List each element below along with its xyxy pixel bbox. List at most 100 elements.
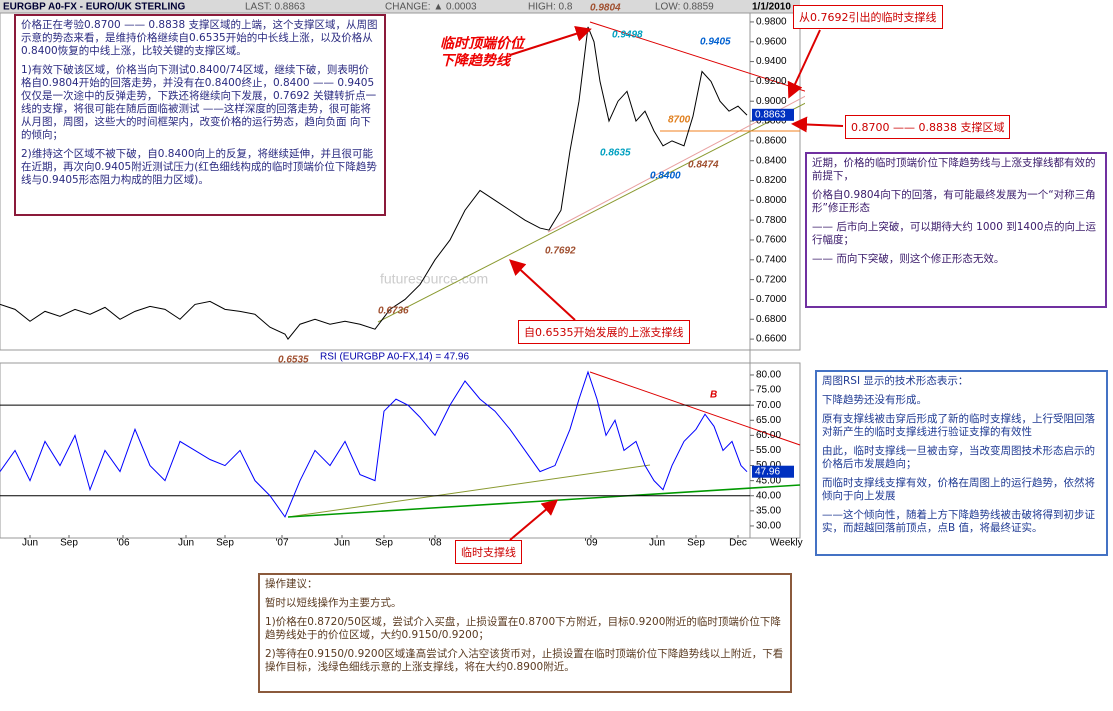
- y-tick-label: 0.9800: [756, 17, 787, 28]
- rsi-title: RSI (EURGBP A0-FX,14) = 47.96: [320, 352, 469, 363]
- callout: 临时支撑线: [455, 540, 522, 564]
- callout: 0.8700 —— 0.8838 支撑区域: [845, 115, 1011, 139]
- y-tick-label: 0.7400: [756, 254, 787, 265]
- trend-line: [287, 464, 651, 518]
- y-tick-label: 70.00: [756, 400, 781, 411]
- y-tick-label: 0.6800: [756, 314, 787, 325]
- data-line: [0, 26, 748, 340]
- note-paragraph: 价格正在考验0.8700 —— 0.8838 支撑区域的上端，这个支撑区域，从周…: [21, 19, 378, 57]
- last-value-tag: [752, 108, 794, 121]
- point-label: 0.6736: [378, 306, 409, 317]
- y-tick-label: 75.00: [756, 385, 781, 396]
- y-tick-label: 0.9000: [756, 96, 787, 107]
- rsi-note: 周图RSI 显示的技术形态表示： 下降趋势还没有形成。原有支撑线被击穿后形成了新的…: [815, 370, 1108, 556]
- y-tick-label: 0.9400: [756, 56, 787, 67]
- x-tick-label: '07: [275, 538, 288, 549]
- note-paragraph: 2)维持这个区域不被下破，自0.8400向上的反复，将继续延伸，并且很可能在近期…: [21, 148, 377, 186]
- x-tick-label: '08: [428, 538, 441, 549]
- x-tick-label: Sep: [216, 538, 234, 549]
- note-paragraph: 而临时支撑线支撑有效，价格在周图上的运行趋势，依然将倾向于向上发展: [822, 477, 1095, 502]
- last: LAST: 0.8863: [245, 2, 305, 13]
- point-label: 0.9498: [612, 30, 643, 41]
- triangle-note: 近期，价格的临时顶端价位下降趋势线与上涨支撑线都有效的前提下， 价格自0.9804…: [805, 152, 1107, 308]
- callout: 自0.6535开始发展的上涨支撑线: [518, 320, 690, 344]
- y-tick-label: 50.00: [756, 460, 781, 471]
- point-label: 0.9405: [700, 37, 731, 48]
- note-paragraph: —— 而向下突破，则这个修正形态无效。: [812, 253, 1005, 265]
- point-label: 0.8400: [650, 171, 681, 182]
- symbol: EURGBP A0-FX - EURO/UK STERLING: [3, 2, 185, 13]
- y-tick-label: 0.8200: [756, 175, 787, 186]
- y-tick-label: 80.00: [756, 370, 781, 381]
- y-tick-label: 0.8800: [756, 116, 787, 127]
- last-value-tag: [752, 465, 794, 478]
- y-tick-label: 0.7800: [756, 215, 787, 226]
- advice-note: 操作建议： 暂时以短线操作为主要方式。 1)价格在0.8720/50区域，尝试介入买…: [258, 573, 792, 693]
- analysis-note: 价格正在考验0.8700 —— 0.8838 支撑区域的上端，这个支撑区域，从周…: [14, 14, 386, 216]
- callout-title: 临时顶端价位 下降趋势线: [440, 36, 524, 69]
- note-paragraph: 原有支撑线被击穿后形成了新的临时支撑线，上行受阻回落对新产生的临时支撑线进行验证…: [822, 413, 1095, 438]
- trend-line: [589, 21, 805, 92]
- rsi-panel: [0, 362, 801, 539]
- point-label: 0.8635: [600, 148, 631, 159]
- high: HIGH: 0.8: [528, 2, 573, 13]
- note-paragraph: —— 后市向上突破，可以期待大约 1000 到1400点的向上运行幅度；: [812, 221, 1096, 246]
- x-tick-label: Sep: [687, 538, 705, 549]
- note-paragraph: 周图RSI 显示的技术形态表示：: [822, 375, 969, 387]
- x-tick-label: '06: [116, 538, 129, 549]
- y-tick-label: 0.7600: [756, 235, 787, 246]
- x-tick-label: Jun: [649, 538, 665, 549]
- callout: 从0.7692引出的临时支撑线: [793, 5, 943, 29]
- y-tick-label: 40.00: [756, 490, 781, 501]
- date: 1/1/2010: [752, 2, 791, 13]
- point-label: B: [710, 390, 717, 401]
- last-value-label: 47.96: [755, 466, 780, 477]
- note-paragraph: ——这个倾向性，随着上方下降趋势线被击破将得到初步证实，而超越回落前顶点，点B …: [822, 509, 1095, 534]
- header-bar: [0, 0, 800, 13]
- x-tick-label: Sep: [375, 538, 393, 549]
- y-tick-label: 60.00: [756, 430, 781, 441]
- note-paragraph: 下降趋势还没有形成。: [822, 394, 927, 406]
- note-paragraph: 1)有效下破该区域，价格当向下测试0.8400/74区域，继续下破，则表明价格自…: [21, 64, 377, 141]
- period: Weekly: [770, 538, 803, 549]
- last-value-label: 0.8863: [755, 109, 786, 120]
- point-label: 0.7692: [545, 246, 576, 257]
- y-tick-label: 0.9200: [756, 76, 787, 87]
- point-label: 8700: [668, 115, 691, 126]
- y-tick-label: 55.00: [756, 445, 781, 456]
- note-paragraph: 价格自0.9804向下的回落，有可能最终发展为一个“对称三角形”修正形态: [812, 189, 1096, 214]
- x-tick-label: Sep: [60, 538, 78, 549]
- point-label: 0.6535: [278, 355, 309, 366]
- trend-line: [547, 95, 805, 233]
- trend-line: [589, 371, 801, 446]
- watermark: futuresource.com: [380, 271, 488, 287]
- y-tick-label: 35.00: [756, 505, 781, 516]
- y-tick-label: 0.9600: [756, 36, 787, 47]
- note-paragraph: 近期，价格的临时顶端价位下降趋势线与上涨支撑线都有效的前提下，: [812, 157, 1096, 182]
- y-tick-label: 30.00: [756, 521, 781, 532]
- x-tick-label: Jun: [22, 538, 38, 549]
- x-tick-label: Dec: [729, 538, 747, 549]
- note-paragraph: 由此，临时支撑线一旦被击穿，当改变周图技术形态启示的价格后市发展趋向；: [822, 445, 1095, 470]
- data-line: [0, 370, 748, 518]
- change: CHANGE: ▲ 0.0003: [385, 2, 477, 13]
- point-label: 0.9804: [590, 3, 621, 14]
- note-paragraph: 暂时以短线操作为主要方式。: [265, 597, 402, 609]
- note-paragraph: 2)等待在0.9150/0.9200区域逢高尝试介入沽空该货币对，止损设置在临时…: [265, 648, 784, 673]
- y-tick-label: 65.00: [756, 415, 781, 426]
- point-label: 0.8474: [688, 160, 719, 171]
- y-tick-label: 0.7000: [756, 294, 787, 305]
- note-paragraph: 1)价格在0.8720/50区域，尝试介入买盘，止损设置在0.8700下方附近，…: [265, 616, 781, 641]
- x-tick-label: Jun: [334, 538, 350, 549]
- note-paragraph: 操作建议：: [265, 578, 318, 590]
- x-tick-label: Jun: [178, 538, 194, 549]
- low: LOW: 0.8859: [655, 2, 714, 13]
- y-tick-label: 45.00: [756, 475, 781, 486]
- y-tick-label: 0.8600: [756, 136, 787, 147]
- y-tick-label: 0.7200: [756, 274, 787, 285]
- x-tick-label: '09: [584, 538, 597, 549]
- y-tick-label: 0.8400: [756, 155, 787, 166]
- y-tick-label: 0.8000: [756, 195, 787, 206]
- y-tick-label: 0.6600: [756, 334, 787, 345]
